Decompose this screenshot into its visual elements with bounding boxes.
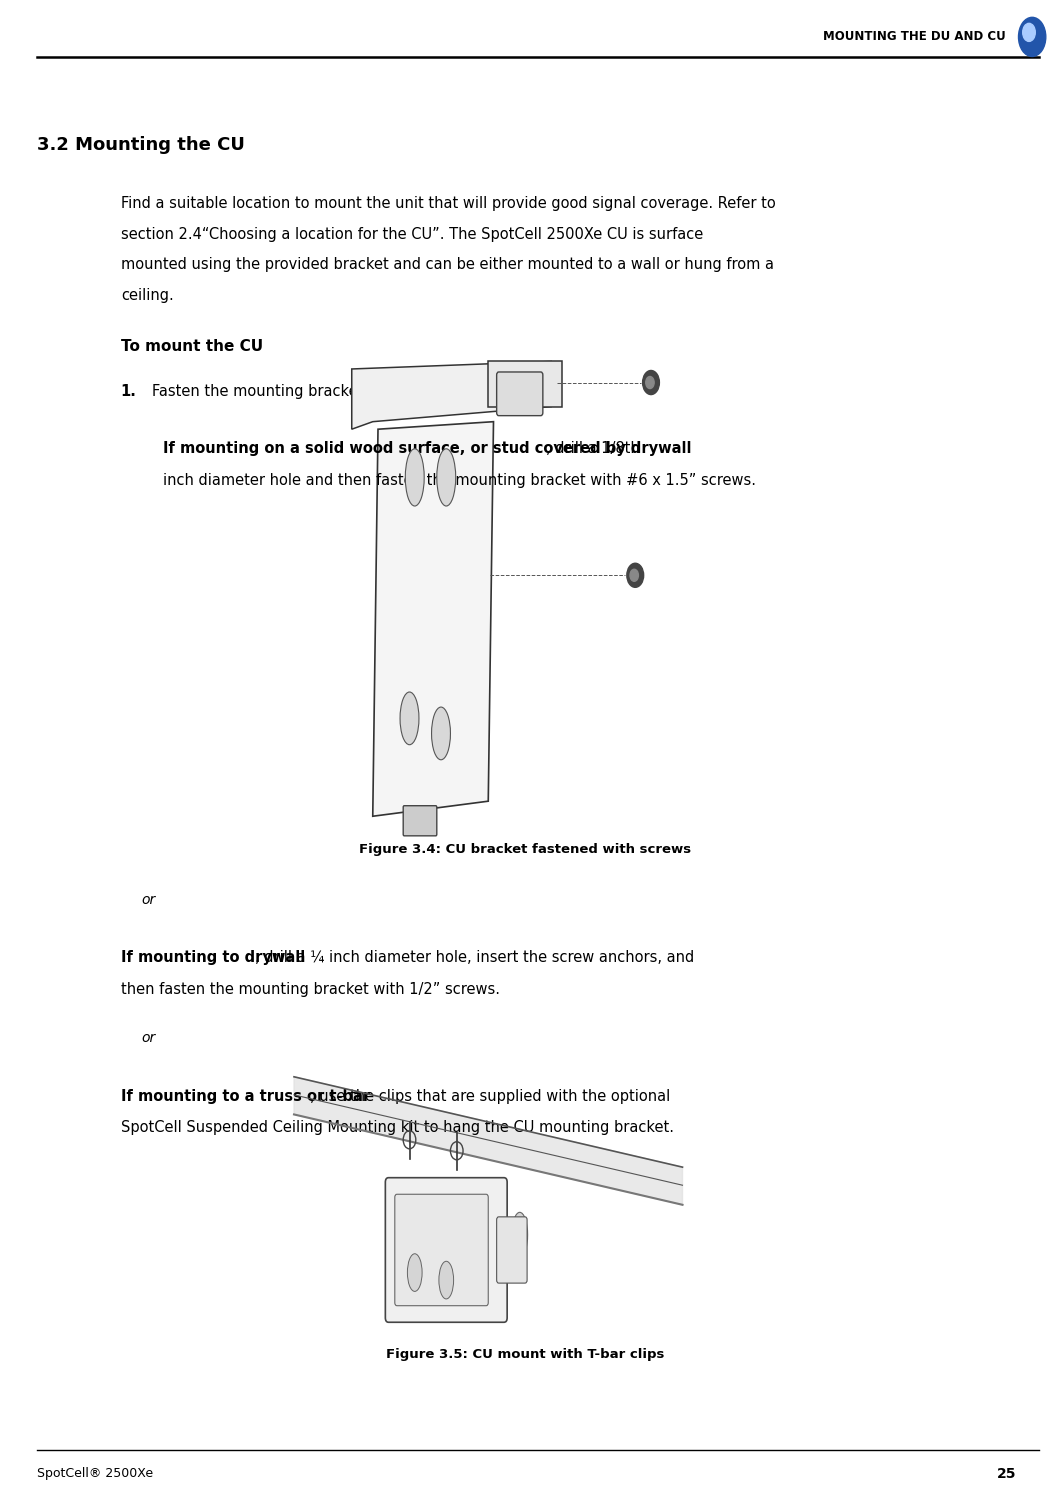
Text: 25: 25 bbox=[996, 1467, 1016, 1480]
Text: mounted using the provided bracket and can be either mounted to a wall or hung f: mounted using the provided bracket and c… bbox=[121, 258, 774, 273]
Circle shape bbox=[1018, 18, 1046, 56]
Text: Fasten the mounting bracket to the wall or ceiling.: Fasten the mounting bracket to the wall … bbox=[152, 384, 523, 399]
Ellipse shape bbox=[439, 1262, 454, 1298]
Ellipse shape bbox=[432, 708, 450, 761]
Text: ceiling.: ceiling. bbox=[121, 288, 173, 303]
Text: Figure 3.5: CU mount with T-bar clips: Figure 3.5: CU mount with T-bar clips bbox=[385, 1348, 665, 1361]
Text: SpotCell® 2500Xe: SpotCell® 2500Xe bbox=[37, 1467, 153, 1480]
Text: or: or bbox=[142, 1032, 156, 1045]
FancyBboxPatch shape bbox=[385, 1178, 507, 1322]
Text: section 2.4“Choosing a location for the CU”. The SpotCell 2500Xe CU is surface: section 2.4“Choosing a location for the … bbox=[121, 226, 704, 241]
Text: inch diameter hole and then fasten the mounting bracket with #6 x 1.5” screws.: inch diameter hole and then fasten the m… bbox=[163, 473, 756, 488]
Text: , use the clips that are supplied with the optional: , use the clips that are supplied with t… bbox=[310, 1089, 670, 1104]
Ellipse shape bbox=[437, 449, 456, 506]
Polygon shape bbox=[373, 422, 494, 816]
Circle shape bbox=[630, 569, 638, 581]
FancyBboxPatch shape bbox=[497, 372, 543, 416]
Text: Figure 3.4: CU bracket fastened with screws: Figure 3.4: CU bracket fastened with scr… bbox=[359, 843, 691, 857]
FancyBboxPatch shape bbox=[395, 1194, 488, 1306]
Text: To mount the CU: To mount the CU bbox=[121, 339, 262, 354]
Circle shape bbox=[643, 370, 659, 395]
FancyBboxPatch shape bbox=[497, 1217, 527, 1283]
Text: MOUNTING THE DU AND CU: MOUNTING THE DU AND CU bbox=[823, 30, 1006, 44]
Text: If mounting on a solid wood surface, or stud covered by drywall: If mounting on a solid wood surface, or … bbox=[163, 441, 691, 456]
Text: , drill a 1/8th: , drill a 1/8th bbox=[546, 441, 640, 456]
Circle shape bbox=[627, 563, 644, 587]
FancyBboxPatch shape bbox=[403, 806, 437, 836]
Text: or: or bbox=[142, 893, 156, 907]
Circle shape bbox=[1023, 23, 1035, 42]
Text: If mounting to a truss or t-bar: If mounting to a truss or t-bar bbox=[121, 1089, 370, 1104]
Text: SpotCell Suspended Ceiling Mounting kit to hang the CU mounting bracket.: SpotCell Suspended Ceiling Mounting kit … bbox=[121, 1120, 674, 1136]
Polygon shape bbox=[352, 361, 551, 429]
Text: , drill a ¼ inch diameter hole, insert the screw anchors, and: , drill a ¼ inch diameter hole, insert t… bbox=[255, 950, 694, 965]
Text: then fasten the mounting bracket with 1/2” screws.: then fasten the mounting bracket with 1/… bbox=[121, 982, 500, 997]
Polygon shape bbox=[294, 1077, 682, 1205]
Text: 1.: 1. bbox=[121, 384, 136, 399]
Ellipse shape bbox=[512, 1212, 527, 1258]
Ellipse shape bbox=[407, 1253, 422, 1291]
Polygon shape bbox=[488, 361, 562, 407]
Text: Find a suitable location to mount the unit that will provide good signal coverag: Find a suitable location to mount the un… bbox=[121, 196, 776, 211]
Text: 3.2 Mounting the CU: 3.2 Mounting the CU bbox=[37, 136, 245, 154]
Ellipse shape bbox=[400, 693, 419, 745]
Ellipse shape bbox=[405, 449, 424, 506]
Circle shape bbox=[646, 376, 654, 389]
Text: If mounting to drywall: If mounting to drywall bbox=[121, 950, 304, 965]
